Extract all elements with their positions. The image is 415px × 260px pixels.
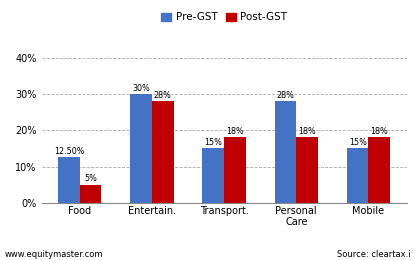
Text: 28%: 28% <box>154 91 172 100</box>
Text: 18%: 18% <box>371 127 388 136</box>
Text: 18%: 18% <box>226 127 244 136</box>
Text: 30%: 30% <box>132 83 150 93</box>
Bar <box>130 94 152 203</box>
Text: www.equitymaster.com: www.equitymaster.com <box>4 250 103 259</box>
Bar <box>347 148 369 203</box>
Text: 28%: 28% <box>276 91 294 100</box>
Text: 5%: 5% <box>84 174 97 183</box>
Bar <box>296 138 318 203</box>
Text: 12.50%: 12.50% <box>54 147 84 156</box>
Bar <box>152 101 173 203</box>
Bar <box>275 101 296 203</box>
Bar <box>369 138 390 203</box>
Bar <box>80 185 101 203</box>
Legend: Pre-GST, Post-GST: Pre-GST, Post-GST <box>157 8 291 27</box>
Text: 18%: 18% <box>298 127 316 136</box>
Bar <box>58 158 80 203</box>
Text: Source: cleartax.i: Source: cleartax.i <box>337 250 411 259</box>
Text: 15%: 15% <box>349 138 366 147</box>
Bar <box>224 138 246 203</box>
Text: 15%: 15% <box>204 138 222 147</box>
Bar <box>203 148 224 203</box>
